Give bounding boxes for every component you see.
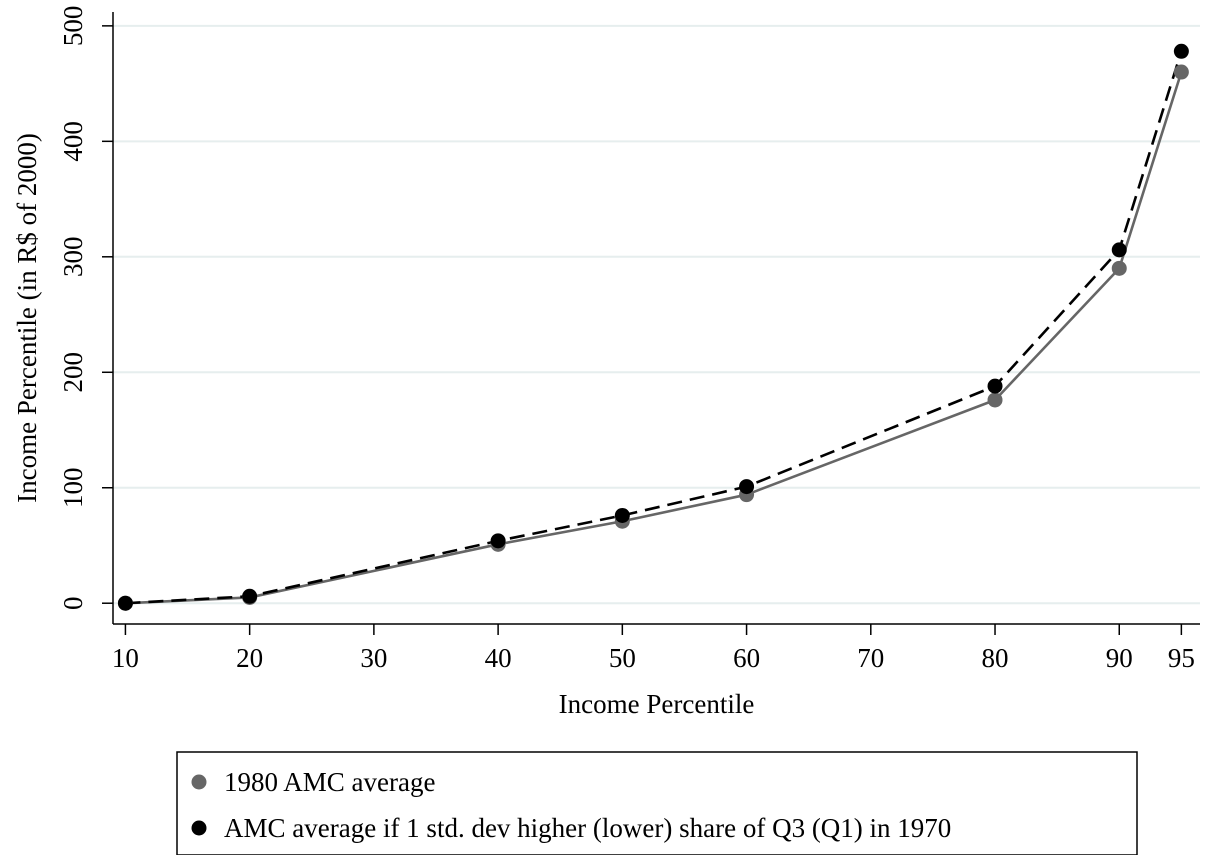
grid-lines <box>113 24 1200 605</box>
series-2-point-10 <box>117 595 133 611</box>
series-1-point-90 <box>1111 260 1127 276</box>
x-tick-label-90: 90 <box>1106 643 1133 673</box>
x-tick-label-80: 80 <box>982 643 1009 673</box>
x-tick-label-10: 10 <box>112 643 139 673</box>
x-tick-label-20: 20 <box>236 643 263 673</box>
series-2-point-90 <box>1111 242 1127 258</box>
series-2-point-60 <box>739 479 755 495</box>
series-1-point-95 <box>1173 64 1189 80</box>
series-2-point-80 <box>987 378 1003 394</box>
series-2-line <box>125 50 1183 605</box>
y-tick-label-300: 300 <box>58 237 88 278</box>
legend-marker-series-1 <box>191 774 207 790</box>
x-tick-label-95: 95 <box>1168 643 1195 673</box>
series-2-point-20 <box>242 588 258 604</box>
legend-box <box>176 751 1138 856</box>
x-tick-label-30: 30 <box>360 643 387 673</box>
x-axis-title: Income Percentile <box>559 689 755 719</box>
series-1-line <box>125 71 1183 605</box>
legend-label-series-1: 1980 AMC average <box>224 767 435 797</box>
y-tick-label-200: 200 <box>58 352 88 393</box>
legend-marker-series-2 <box>191 820 207 836</box>
x-tick-label-70: 70 <box>857 643 884 673</box>
y-tick-label-400: 400 <box>58 121 88 162</box>
series-1-point-80 <box>987 392 1003 408</box>
x-tick-label-40: 40 <box>485 643 512 673</box>
axes: 0 100 200 300 400 500 10 20 30 40 50 60 70 80 90 95 <box>58 6 1200 673</box>
y-tick-label-100: 100 <box>58 467 88 508</box>
y-tick-label-0: 0 <box>58 596 88 610</box>
y-tick-label-500: 500 <box>58 6 88 47</box>
legend-label-series-2: AMC average if 1 std. dev higher (lower)… <box>224 813 951 843</box>
y-axis-title: Income Percentile (in R$ of 2000) <box>12 133 42 503</box>
x-tick-label-50: 50 <box>609 643 636 673</box>
legend: 1980 AMC average AMC average if 1 std. d… <box>176 751 1138 856</box>
series-2-point-95 <box>1173 43 1189 59</box>
series-2-point-50 <box>614 507 630 523</box>
series-2-point-40 <box>490 533 506 549</box>
x-tick-label-60: 60 <box>733 643 760 673</box>
series-layer <box>117 43 1189 611</box>
